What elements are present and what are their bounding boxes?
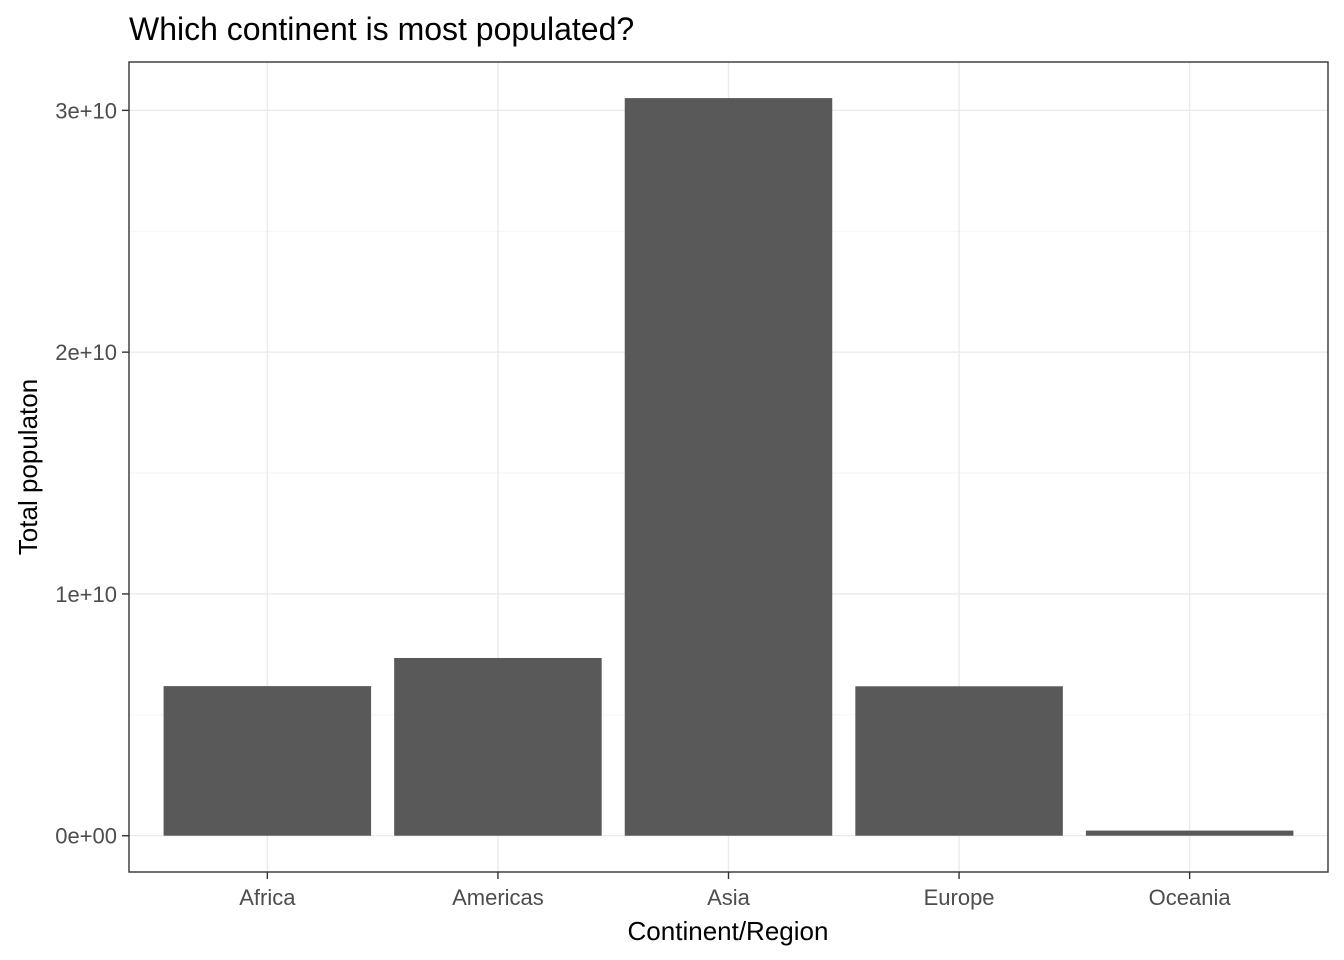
bars [163, 98, 1294, 836]
x-tick-label-americas: Americas [452, 885, 544, 910]
x-tick-label-africa: Africa [239, 885, 296, 910]
x-tick-label-europe: Europe [924, 885, 995, 910]
y-tick-label: 2e+10 [55, 340, 117, 365]
y-tick-label: 1e+10 [55, 582, 117, 607]
bar-oceania [1085, 830, 1294, 836]
x-tick-label-asia: Asia [707, 885, 751, 910]
x-axis-ticks: Africa Americas Asia Europe Oceania [239, 872, 1231, 910]
y-axis-ticks: 0e+00 1e+10 2e+10 3e+10 [55, 98, 129, 849]
x-axis-title: Continent/Region [628, 916, 829, 946]
x-tick-label-oceania: Oceania [1149, 885, 1232, 910]
bar-africa [163, 686, 372, 836]
bar-americas [394, 657, 602, 836]
y-tick-label: 3e+10 [55, 98, 117, 123]
y-axis-title: Total populaton [13, 379, 43, 555]
bar-asia [624, 98, 833, 836]
bar-europe [855, 686, 1063, 836]
chart-title: Which continent is most populated? [129, 11, 634, 47]
y-tick-label: 0e+00 [55, 824, 117, 849]
